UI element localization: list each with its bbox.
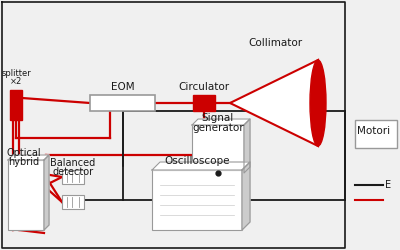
Polygon shape (230, 60, 318, 146)
Polygon shape (8, 155, 49, 160)
Text: detector: detector (52, 167, 94, 177)
Bar (90, 95, 155, 111)
Text: Optical: Optical (7, 148, 41, 158)
Text: Signal: Signal (202, 113, 234, 123)
Text: hybrid: hybrid (8, 157, 40, 167)
Text: generator: generator (192, 123, 244, 133)
Text: E: E (385, 180, 391, 190)
Polygon shape (244, 119, 250, 173)
Text: Balanced: Balanced (50, 158, 96, 168)
Bar (62, 195, 84, 209)
Bar (62, 170, 84, 184)
Text: splitter: splitter (1, 69, 31, 78)
Bar (10, 90, 22, 120)
Bar (8, 160, 44, 230)
Text: Motori: Motori (357, 126, 390, 136)
Polygon shape (242, 162, 250, 230)
Text: Circulator: Circulator (178, 82, 230, 92)
Ellipse shape (310, 60, 326, 146)
Bar (193, 95, 215, 111)
Polygon shape (152, 162, 250, 170)
Bar (355, 120, 397, 148)
Polygon shape (192, 119, 250, 125)
Text: Oscilloscope: Oscilloscope (164, 156, 230, 166)
Text: EOM: EOM (111, 82, 134, 92)
Text: Collimator: Collimator (248, 38, 302, 48)
Polygon shape (44, 155, 49, 230)
Text: ×2: ×2 (10, 77, 22, 86)
Bar (152, 170, 242, 230)
Bar (192, 125, 244, 173)
